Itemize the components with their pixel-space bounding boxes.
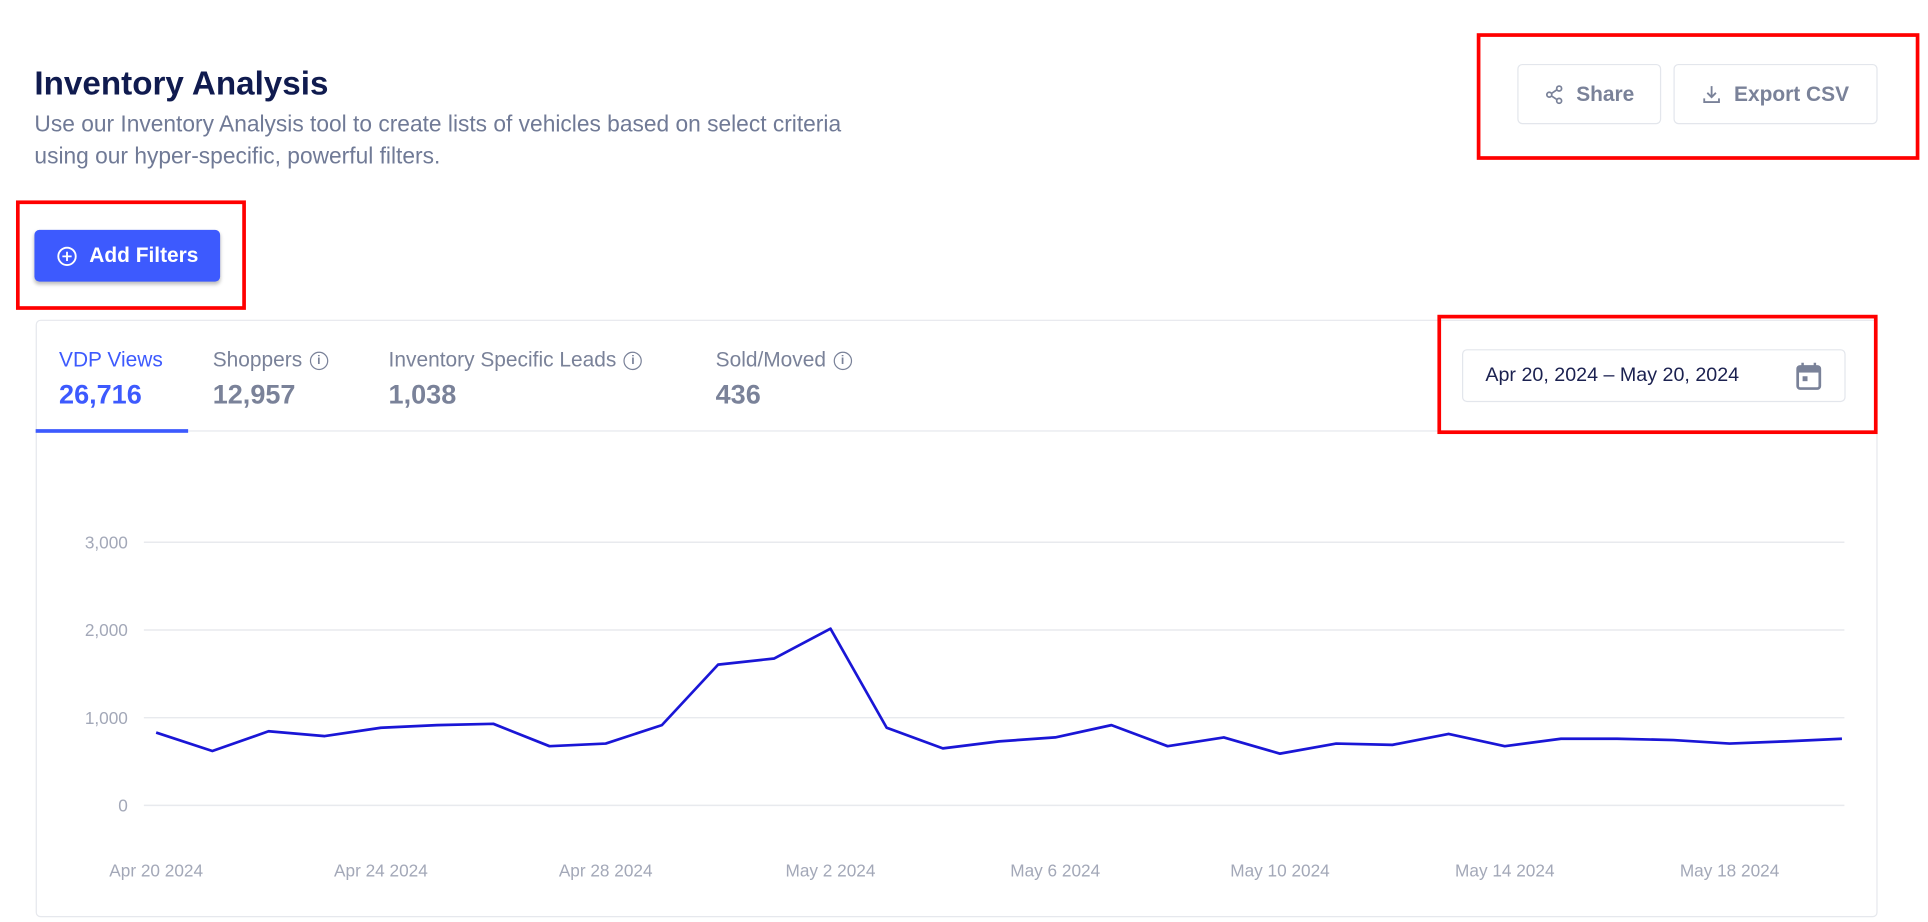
plus-circle-icon — [56, 246, 77, 266]
share-label: Share — [1576, 81, 1635, 106]
download-icon — [1703, 85, 1721, 103]
date-range-value: Apr 20, 2024 – May 20, 2024 — [1485, 364, 1740, 386]
x-tick-label: May 14 2024 — [1455, 861, 1555, 881]
info-icon[interactable]: i — [623, 351, 643, 370]
tab-value: 1,038 — [388, 378, 457, 410]
x-tick-label: May 10 2024 — [1230, 861, 1330, 881]
y-tick-label: 2,000 — [85, 620, 128, 640]
info-icon[interactable]: i — [833, 351, 852, 370]
x-tick-label: Apr 20 2024 — [109, 861, 203, 881]
tabs-divider — [36, 430, 1877, 432]
metrics-card — [35, 319, 1878, 918]
annotation-box — [15, 200, 246, 310]
export-csv-button[interactable]: Export CSV — [1673, 63, 1878, 125]
share-button[interactable]: Share — [1517, 63, 1662, 125]
x-tick-label: May 6 2024 — [1010, 861, 1100, 881]
export-csv-label: Export CSV — [1734, 81, 1850, 106]
active-tab-indicator — [35, 429, 189, 433]
date-range-picker[interactable]: Apr 20, 2024 – May 20, 2024 — [1461, 349, 1846, 403]
y-tick-label: 1,000 — [85, 708, 128, 728]
page-subtitle: Use our Inventory Analysis tool to creat… — [34, 108, 968, 172]
tab-value: 12,957 — [212, 378, 296, 410]
add-filters-label: Add Filters — [89, 243, 199, 267]
tab-label: Shoppers — [212, 347, 303, 372]
y-tick-label: 0 — [118, 796, 128, 816]
subtitle-line-1: Use our Inventory Analysis tool to creat… — [34, 110, 842, 137]
tab-label: Inventory Specific Leads — [388, 347, 617, 372]
annotation-box — [1437, 314, 1878, 435]
page-title: Inventory Analysis — [34, 65, 329, 103]
tab-value: 26,716 — [59, 378, 142, 410]
tab-value: 436 — [715, 378, 761, 410]
tab-sold-moved[interactable]: Sold/Moved i 436 — [716, 348, 852, 411]
info-icon[interactable]: i — [309, 351, 329, 370]
share-icon — [1545, 84, 1563, 104]
tab-inventory-specific-leads[interactable]: Inventory Specific Leads i 1,038 — [389, 348, 643, 411]
x-tick-label: May 2 2024 — [786, 861, 876, 881]
add-filters-button[interactable]: Add Filters — [34, 229, 221, 282]
subtitle-line-2: using our hyper-specific, powerful filte… — [34, 142, 441, 169]
x-tick-label: Apr 28 2024 — [559, 861, 653, 881]
tab-label: VDP Views — [59, 347, 163, 372]
tab-label: Sold/Moved — [715, 347, 827, 372]
y-tick-label: 3,000 — [85, 532, 128, 552]
annotation-box — [1476, 33, 1920, 160]
calendar-icon[interactable] — [1795, 361, 1822, 391]
tab-shoppers[interactable]: Shoppers i 12,957 — [212, 347, 329, 411]
tab-vdp-views[interactable]: VDP Views 26,716 — [59, 348, 163, 411]
x-tick-label: Apr 24 2024 — [334, 861, 428, 881]
x-tick-label: May 18 2024 — [1680, 861, 1780, 881]
series-line — [155, 627, 1843, 755]
